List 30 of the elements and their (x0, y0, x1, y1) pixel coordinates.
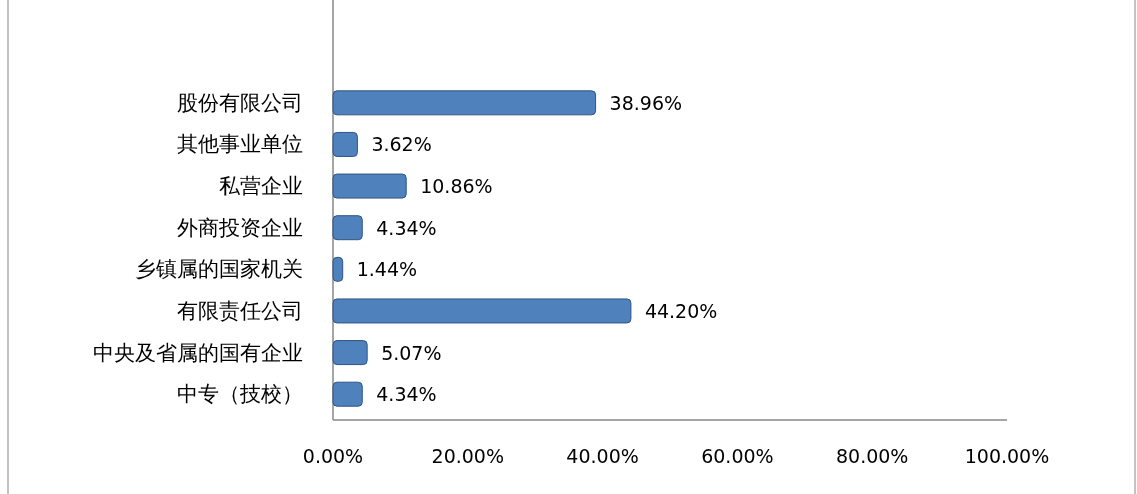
y-tick-label: 股份有限公司 (177, 90, 303, 115)
data-label: 10.86% (420, 175, 493, 198)
x-tick-label: 80.00% (835, 445, 909, 467)
y-tick-label: 外商投资企业 (177, 215, 303, 240)
data-label: 3.62% (371, 133, 432, 156)
x-tick-label: 20.00% (431, 445, 505, 467)
bar (332, 215, 363, 241)
data-label: 4.34% (376, 216, 437, 239)
data-label: 38.96% (609, 91, 683, 114)
bar (332, 298, 632, 324)
data-label: 4.34% (376, 383, 437, 406)
x-tick-label: 0.00% (302, 445, 364, 467)
bar (332, 90, 597, 116)
y-tick-label: 中专（技校） (177, 382, 303, 407)
data-label: 5.07% (381, 341, 442, 364)
bar (332, 173, 407, 199)
bar (332, 256, 344, 282)
y-tick-label: 中央及省属的国有企业 (93, 340, 303, 365)
bar (332, 340, 368, 366)
y-tick-label: 有限责任公司 (177, 298, 303, 323)
x-tick-label: 40.00% (566, 445, 639, 467)
bar (332, 381, 363, 407)
y-tick-label: 私营企业 (219, 174, 303, 199)
y-tick-label: 乡镇属的国家机关 (135, 257, 303, 282)
data-label: 1.44% (356, 258, 418, 281)
y-tick-label: 其他事业单位 (177, 132, 303, 157)
x-tick-label: 100.00% (964, 445, 1050, 467)
bar (332, 131, 358, 157)
x-tick-label: 60.00% (701, 445, 774, 467)
data-label: 44.20% (644, 299, 718, 322)
